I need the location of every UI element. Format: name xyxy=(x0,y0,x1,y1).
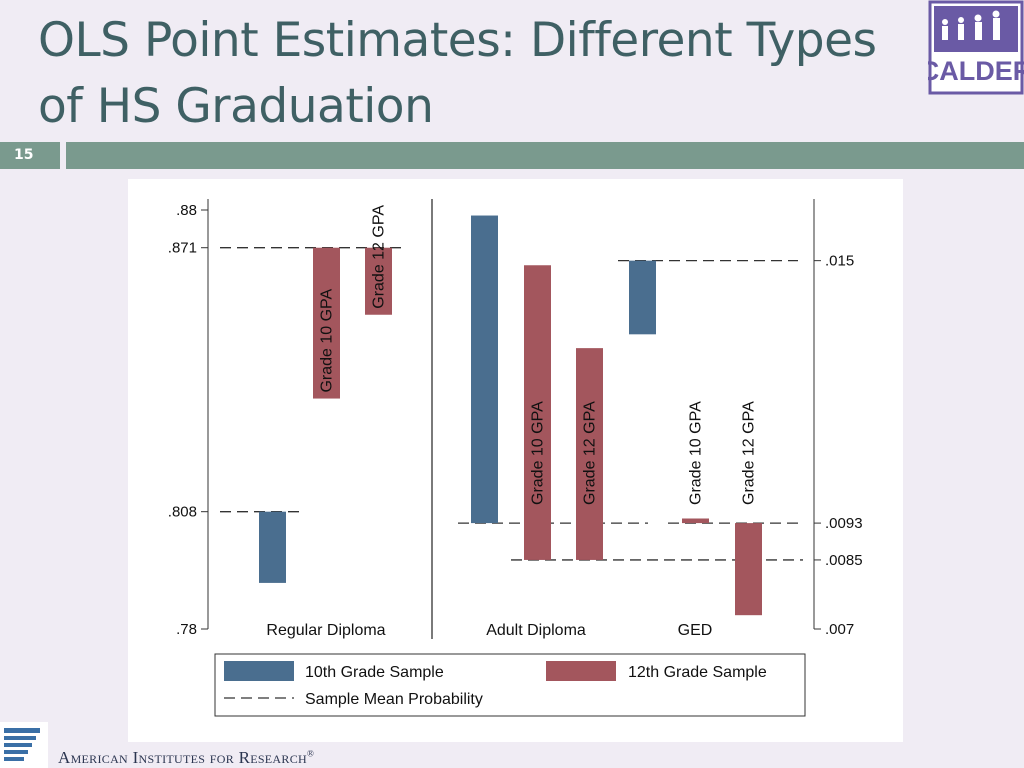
group-label-adult: Adult Diploma xyxy=(486,622,586,639)
bar-regular-diploma xyxy=(365,247,392,315)
right-tick-label: .007 xyxy=(825,621,854,638)
right-tick-label: .015 xyxy=(825,253,854,270)
chart: .88 .871 .808 .78 .015 .0093 .0085 .007 Grade 10… xyxy=(168,199,863,717)
footer: American Institutes for Research® xyxy=(0,722,1024,768)
bar-ged xyxy=(682,518,709,524)
bar-adult-diploma xyxy=(471,215,498,524)
footer-reg: ® xyxy=(306,748,315,759)
left-tick-label: .88 xyxy=(176,202,197,219)
bar-ged xyxy=(735,523,762,616)
footer-org: American Institutes for Research® xyxy=(58,748,314,768)
bar-label-ged: Grade 12 GPA xyxy=(741,401,758,505)
legend-label-grade10: 10th Grade Sample xyxy=(305,664,444,681)
legend-swatch-grade10 xyxy=(224,661,294,681)
legend-swatch-grade12 xyxy=(546,661,616,681)
right-tick-label: .0093 xyxy=(825,515,863,532)
left-tick-label: .808 xyxy=(168,504,197,521)
footer-org-name: American Institutes for Research xyxy=(58,748,307,767)
bar-label-ged: Grade 10 GPA xyxy=(688,401,705,505)
left-tick-label: .78 xyxy=(176,621,197,638)
slide-header-bar: 15 xyxy=(0,139,1024,173)
bar-regular-diploma xyxy=(259,511,286,583)
air-logo xyxy=(0,722,48,768)
right-tick-label: .0085 xyxy=(825,552,863,569)
bar-regular-diploma xyxy=(313,247,340,399)
left-tick-label: .871 xyxy=(168,240,197,257)
group-label-ged: GED xyxy=(678,622,713,639)
bar-adult-diploma xyxy=(524,265,551,560)
bar-label-adult: Grade 12 GPA xyxy=(582,401,599,505)
bar-ged xyxy=(629,260,656,335)
slide-number: 15 xyxy=(0,142,60,169)
header-band xyxy=(66,142,1024,169)
bar-label-regular: Grade 12 GPA xyxy=(371,205,388,309)
legend-box xyxy=(214,653,806,717)
bar-label-adult: Grade 10 GPA xyxy=(530,401,547,505)
legend-label-mean: Sample Mean Probability xyxy=(305,691,483,708)
bar-label-regular: Grade 10 GPA xyxy=(319,288,336,392)
slide-title: OLS Point Estimates: Different Types of … xyxy=(38,13,877,134)
legend-label-grade12: 12th Grade Sample xyxy=(628,664,767,681)
chart-panel: .88 .871 .808 .78 .015 .0093 .0085 .007 Grade 10… xyxy=(128,179,903,742)
logo-text: CALDER xyxy=(928,56,1024,86)
bar-adult-diploma xyxy=(576,348,603,560)
calder-logo: CALDER xyxy=(928,0,1024,95)
group-label-regular: Regular Diploma xyxy=(266,622,385,639)
